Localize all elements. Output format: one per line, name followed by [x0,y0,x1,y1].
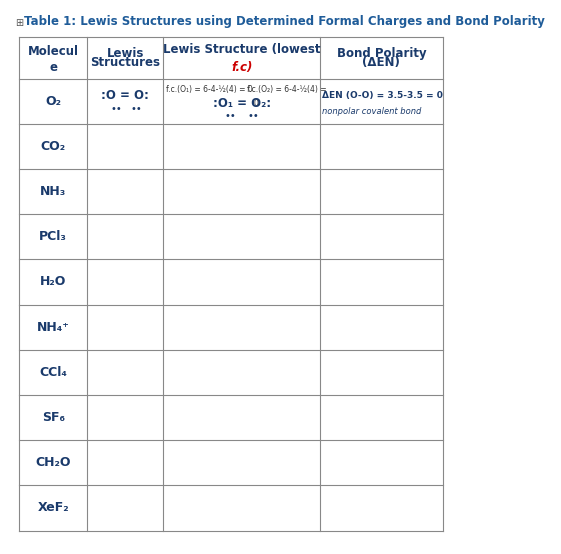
Text: e: e [49,61,57,74]
Text: CO₂: CO₂ [41,140,66,153]
Text: Lewis Structure (lowest: Lewis Structure (lowest [163,43,320,56]
Text: ⊞: ⊞ [15,18,23,28]
Text: ••: •• [224,111,236,121]
Text: 0: 0 [254,99,258,108]
Text: O₂: O₂ [45,95,61,107]
Text: PCl₃: PCl₃ [39,230,67,243]
Text: H₂O: H₂O [40,275,66,289]
Text: ••: •• [247,111,259,121]
Text: Table 1: Lewis Structures using Determined Formal Charges and Bond Polarity: Table 1: Lewis Structures using Determin… [24,15,545,28]
Text: Lewis: Lewis [107,47,144,60]
Text: (ΔEN): (ΔEN) [362,55,401,69]
Text: ••: •• [111,104,122,115]
Text: Molecul: Molecul [28,45,79,58]
Text: Structures: Structures [90,55,160,69]
Text: :O = O:: :O = O: [102,89,149,102]
Text: CCl₄: CCl₄ [39,366,67,379]
Text: NH₄⁺: NH₄⁺ [37,321,70,334]
Text: CH₂O: CH₂O [35,456,71,469]
Text: :O₁ = O₂:: :O₁ = O₂: [213,98,271,110]
Text: f.c.(O₁) = 6-4-½(4) = 0: f.c.(O₁) = 6-4-½(4) = 0 [165,85,252,94]
Text: nonpolar covalent bond: nonpolar covalent bond [322,106,422,116]
Text: ΔEN (O-O) = 3.5-3.5 = 0: ΔEN (O-O) = 3.5-3.5 = 0 [322,91,443,100]
Text: f.c): f.c) [231,61,252,74]
Text: f.c.(O₂) = 6-4-½(4) =: f.c.(O₂) = 6-4-½(4) = [247,85,327,94]
Text: SF₆: SF₆ [42,411,65,424]
Text: NH₃: NH₃ [40,185,66,198]
Text: ••: •• [131,104,142,115]
Text: Bond Polarity: Bond Polarity [337,47,426,60]
Text: XeF₂: XeF₂ [38,501,69,515]
